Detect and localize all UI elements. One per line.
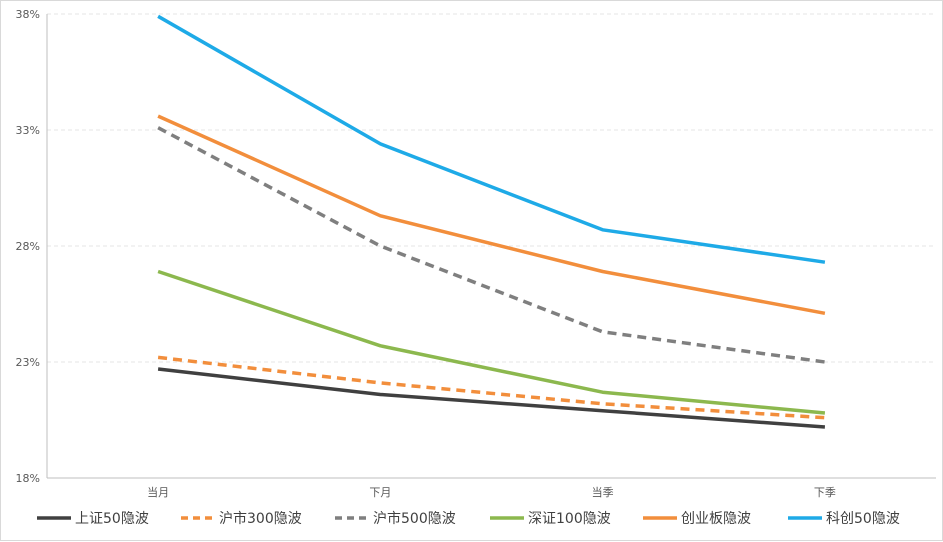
series-line-3: [157, 126, 826, 364]
legend: 上证50隐波 沪市300隐波 沪市500隐波 深证100隐波 创业板隐波 科创50隐波: [37, 510, 900, 527]
y-tick-label: 28%: [16, 240, 40, 253]
series-lines: [157, 14, 826, 429]
legend-label: 创业板隐波: [681, 511, 751, 527]
series-line-5: [157, 114, 826, 316]
legend-label: 深证100隐波: [528, 511, 611, 527]
y-tick-labels: 18% 23% 28% 33% 38%: [16, 8, 40, 485]
series-line-6: [157, 14, 826, 264]
legend-label: 沪市300隐波: [219, 510, 302, 527]
x-tick-label: 下月: [369, 486, 391, 499]
y-tick-label: 23%: [16, 356, 40, 369]
y-tick-label: 38%: [16, 8, 40, 21]
legend-label: 上证50隐波: [75, 511, 149, 527]
series-line-1: [157, 367, 826, 429]
legend-label: 沪市500隐波: [373, 510, 456, 527]
x-tick-label: 当季: [592, 485, 614, 499]
x-tick-labels: 当月 下月 当季 下季: [147, 485, 836, 499]
y-tick-label: 33%: [16, 124, 40, 137]
series-line-2: [157, 355, 826, 420]
x-tick-label: 当月: [147, 485, 169, 499]
legend-label: 科创50隐波: [826, 511, 900, 527]
x-tick-label: 下季: [814, 486, 836, 499]
y-tick-label: 18%: [16, 472, 40, 485]
series-line-4: [157, 269, 826, 415]
